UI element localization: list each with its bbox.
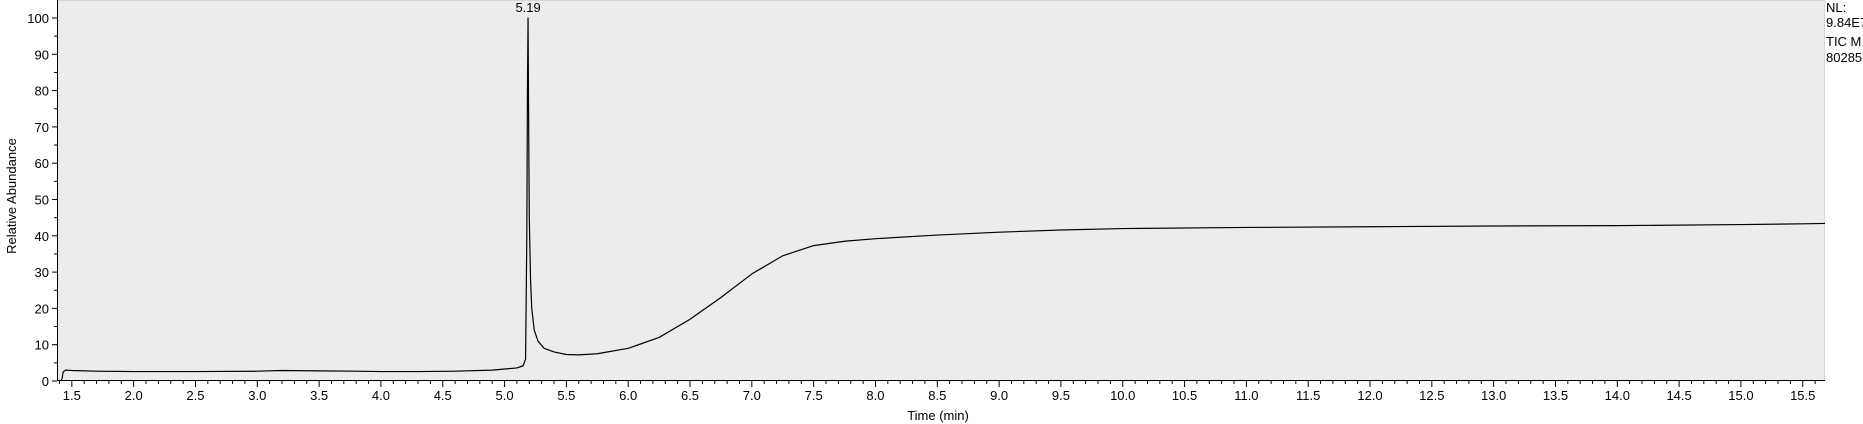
- x-tick-label: 13.5: [1543, 388, 1568, 403]
- x-tick-label: 2.5: [186, 388, 204, 403]
- y-tick-label: 50: [35, 193, 49, 208]
- x-tick-label: 4.5: [434, 388, 452, 403]
- x-tick-label: 10.0: [1110, 388, 1135, 403]
- y-tick-label: 20: [35, 301, 49, 316]
- x-tick-label: 12.0: [1357, 388, 1382, 403]
- x-tick-label: 1.5: [63, 388, 81, 403]
- trace-layer: [60, 17, 1826, 382]
- x-tick-label: 9.5: [1052, 388, 1070, 403]
- y-axis-ticks: 0 10 20 30 40 50 60 70 80 90 100: [27, 11, 57, 389]
- x-tick-label: 3.0: [248, 388, 266, 403]
- x-tick-label: 6.5: [681, 388, 699, 403]
- y-tick-label: 100: [27, 11, 49, 26]
- x-tick-label: 2.0: [125, 388, 143, 403]
- x-tick-label: 5.0: [496, 388, 514, 403]
- x-tick-label: 7.5: [805, 388, 823, 403]
- trace-info-line: 9.84E7: [1826, 15, 1863, 30]
- y-tick-label: 40: [35, 229, 49, 244]
- y-tick-label: 0: [42, 374, 49, 389]
- plot-area: [57, 0, 1825, 381]
- x-tick-label: 14.5: [1666, 388, 1691, 403]
- x-tick-label: 9.0: [990, 388, 1008, 403]
- x-tick-label: 8.5: [928, 388, 946, 403]
- x-tick-label: 6.0: [619, 388, 637, 403]
- trace-info: NL: 9.84E7 TIC M 80285: [1826, 0, 1863, 65]
- y-tick-label: 90: [35, 47, 49, 62]
- x-tick-label: 14.0: [1605, 388, 1630, 403]
- x-tick-label: 4.0: [372, 388, 390, 403]
- x-tick-label: 11.5: [1296, 388, 1320, 403]
- y-tick-label: 60: [35, 156, 49, 171]
- trace-info-line: 80285: [1826, 50, 1862, 65]
- x-tick-label: 12.5: [1419, 388, 1444, 403]
- x-tick-label: 8.0: [866, 388, 884, 403]
- x-tick-label: 15.5: [1790, 388, 1815, 403]
- tic-trace: [60, 17, 1826, 382]
- x-tick-label: 11.0: [1234, 388, 1258, 403]
- x-axis-ticks: 1.5 2.0 2.5 3.0 3.5 4.0 4.5 5.0 5.5 6.0 6.5 7.0 7.5 8…: [58, 381, 1816, 403]
- y-tick-label: 80: [35, 84, 49, 99]
- y-tick-label: 70: [35, 120, 49, 135]
- x-tick-label: 13.0: [1481, 388, 1506, 403]
- peak-label: 5.19: [515, 0, 540, 15]
- x-tick-label: 10.5: [1172, 388, 1197, 403]
- x-axis-title: Time (min): [907, 408, 969, 423]
- trace-info-line: NL:: [1826, 0, 1846, 15]
- x-tick-label: 3.5: [310, 388, 328, 403]
- x-tick-label: 7.0: [743, 388, 761, 403]
- x-tick-label: 15.0: [1728, 388, 1753, 403]
- x-tick-label: 5.5: [557, 388, 575, 403]
- y-tick-label: 10: [35, 338, 49, 353]
- trace-info-line: TIC M: [1826, 34, 1861, 49]
- y-axis-title: Relative Abundance: [4, 138, 19, 254]
- y-tick-label: 30: [35, 265, 49, 280]
